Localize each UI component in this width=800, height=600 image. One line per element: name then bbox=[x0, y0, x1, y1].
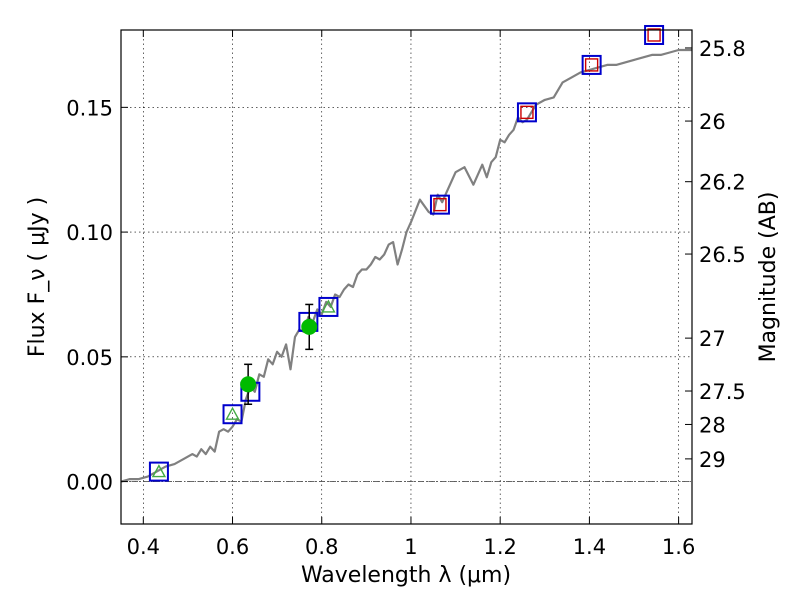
x-tick-label: 0.4 bbox=[127, 535, 160, 559]
x-tick-label: 1 bbox=[404, 535, 417, 559]
photometry-red-square-marker bbox=[584, 58, 599, 72]
y-axis-label: Flux F_ν ( μJy ) bbox=[25, 197, 50, 357]
y2-tick-label: 25.8 bbox=[699, 37, 746, 61]
photometry-square-marker bbox=[148, 461, 169, 482]
x-tick-label: 1.4 bbox=[573, 535, 606, 559]
plot-area bbox=[120, 24, 692, 524]
y-tick-label: 0.10 bbox=[66, 221, 113, 245]
plot-frame bbox=[120, 29, 693, 525]
y-tick-label: 0.00 bbox=[66, 471, 113, 495]
x-tick-label: 0.6 bbox=[216, 535, 249, 559]
photometry-square-marker bbox=[429, 194, 450, 215]
measured-flux-point bbox=[240, 376, 257, 393]
measured-flux-point bbox=[301, 318, 318, 335]
y2-tick-label: 26 bbox=[699, 110, 726, 134]
photometry-square-marker bbox=[581, 54, 602, 75]
y2-tick-label: 26.5 bbox=[699, 243, 746, 267]
axes: 0.4 0.6 0.8 1 1.2 1.4 1.6 0.00 0.05 0.10 0.15 25.8 2… bbox=[66, 29, 746, 559]
photometry-red-square-marker bbox=[433, 197, 447, 212]
y-tick-label: 0.05 bbox=[66, 346, 113, 370]
y2-tick-label: 27 bbox=[699, 327, 726, 351]
photometry-triangle-marker bbox=[321, 299, 336, 313]
y2-axis-label: Magnitude (AB) bbox=[756, 192, 781, 363]
photometry-triangle-marker bbox=[151, 464, 167, 478]
photometry-triangle-marker bbox=[225, 406, 240, 420]
x-axis-label: Wavelength λ (μm) bbox=[301, 563, 511, 588]
photometry-red-square-marker bbox=[520, 105, 534, 120]
model-spectrum-line bbox=[120, 48, 692, 483]
x-tick-label: 0.8 bbox=[305, 535, 338, 559]
photometry-red-square-marker bbox=[647, 28, 661, 42]
x-tick-label: 1.2 bbox=[483, 535, 516, 559]
y2-tick-label: 28 bbox=[699, 413, 726, 437]
y2-tick-label: 26.2 bbox=[699, 171, 746, 195]
photometry-square-marker bbox=[318, 296, 339, 317]
y2-tick-label: 27.5 bbox=[699, 380, 746, 404]
y2-tick-label: 29 bbox=[699, 448, 726, 472]
photometry-square-marker bbox=[222, 404, 243, 425]
photometry-square-marker bbox=[516, 102, 537, 123]
y-tick-label: 0.15 bbox=[66, 96, 113, 120]
x-tick-label: 1.6 bbox=[662, 535, 695, 559]
photometry-square-marker bbox=[644, 24, 665, 45]
